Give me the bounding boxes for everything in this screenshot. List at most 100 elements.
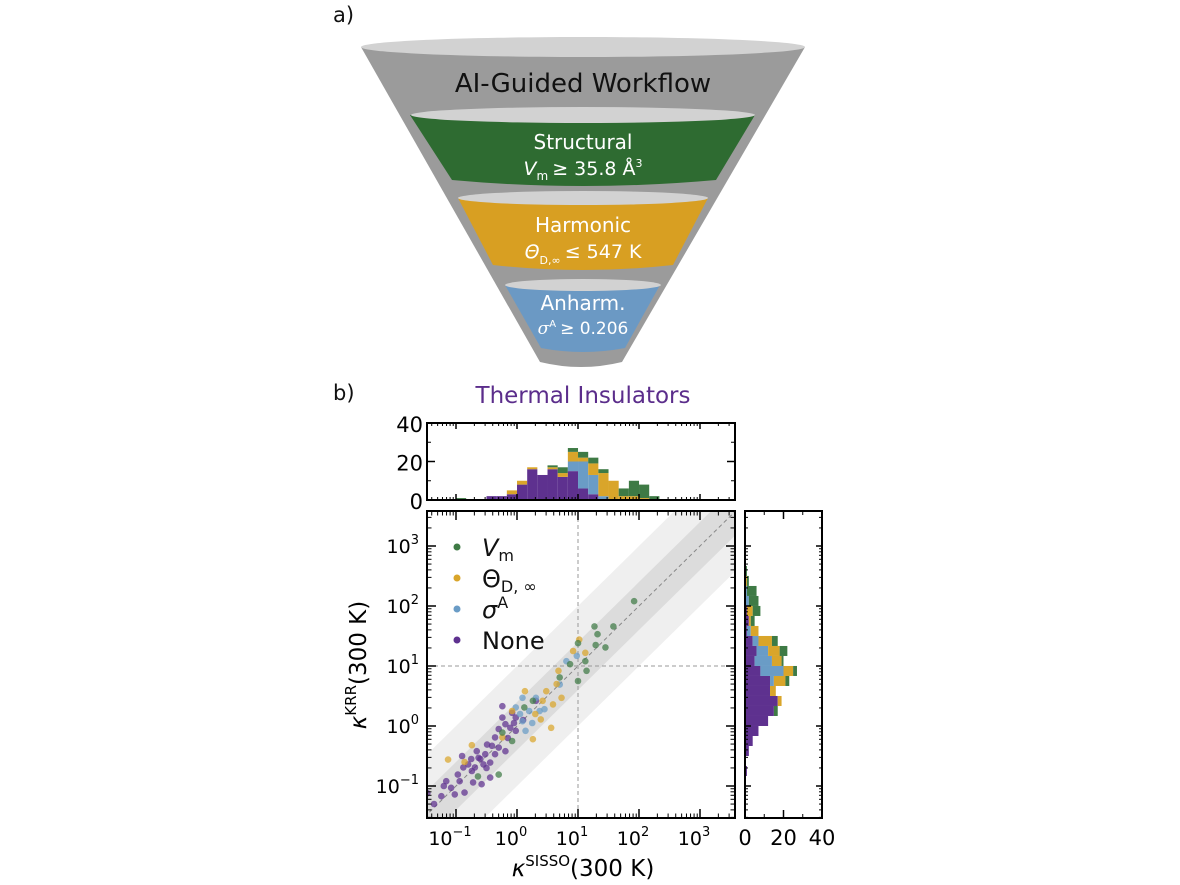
top-hist-y-tick-label: 40 <box>396 413 423 437</box>
point-sigma <box>541 705 548 713</box>
funnel-top-rim <box>361 37 805 57</box>
top-hist-bar-vm <box>578 451 589 458</box>
legend-label-theta: ΘD, ∞ <box>482 565 537 596</box>
point-vm <box>630 597 638 605</box>
point-none <box>512 727 520 735</box>
point-vm <box>574 639 582 647</box>
point-theta <box>532 710 539 718</box>
right-hist-bar-vm <box>779 645 788 656</box>
right-hist-bar-none <box>745 635 753 646</box>
right-hist-bar-sigma <box>752 635 759 646</box>
point-none <box>451 791 459 798</box>
legend-label-none: None <box>482 627 545 655</box>
point-theta <box>547 724 555 732</box>
stage-harmonic-band <box>458 198 708 270</box>
point-none <box>510 719 518 727</box>
stage-structural-rim <box>411 107 755 123</box>
right-hist-bar-vm <box>785 675 790 686</box>
top-hist-bar-vm <box>588 457 599 464</box>
point-sigma <box>522 727 529 735</box>
right-hist-bar-none <box>745 665 761 676</box>
right-histogram: 0 20 40 <box>738 510 835 850</box>
plot-area <box>416 511 735 818</box>
stage-structural-name: Structural <box>534 130 633 154</box>
right-hist-bar-vm <box>746 575 749 586</box>
point-theta <box>468 741 476 749</box>
point-vm <box>591 623 598 630</box>
right-hist-bar-none <box>745 715 769 726</box>
point-vm <box>566 660 574 668</box>
point-sigma <box>516 710 524 718</box>
point-vm <box>574 677 582 685</box>
point-none <box>458 752 466 760</box>
point-theta <box>508 707 516 715</box>
funnel-title: AI-Guided Workflow <box>455 69 711 99</box>
right-hist-bar-vm <box>773 705 778 716</box>
top-hist-bar-none <box>537 474 548 500</box>
right-hist-bar-none <box>745 685 771 696</box>
point-sigma <box>525 707 533 715</box>
point-vm <box>529 697 537 705</box>
point-sigma <box>519 694 526 702</box>
point-theta <box>569 647 577 655</box>
panel-a-label: a) <box>333 3 354 27</box>
right-hist-bar-none <box>745 645 757 656</box>
point-theta <box>549 701 557 708</box>
inner-band <box>427 511 735 818</box>
top-hist-bar-none <box>517 484 528 500</box>
right-hist-bar-vm <box>781 655 784 666</box>
point-none <box>483 741 491 748</box>
top-hist-bar-none <box>506 494 518 500</box>
right-hist-bar-theta <box>758 635 772 646</box>
right-hist-bar-none <box>745 695 778 706</box>
point-vm <box>521 704 528 711</box>
point-none <box>473 747 481 755</box>
stage-anharmonic-name: Anharm. <box>541 291 626 315</box>
point-none <box>468 767 476 775</box>
point-none <box>502 720 509 728</box>
top-hist-bar-theta <box>547 467 558 470</box>
stage-harmonic-criterion: ΘD,∞ ≤ 547 K <box>525 241 642 267</box>
point-none <box>416 798 423 805</box>
right-hist-bar-vm <box>771 635 778 646</box>
top-hist-bar-theta <box>557 473 568 477</box>
right-hist-bar-vm <box>746 585 757 596</box>
point-vm <box>592 641 599 649</box>
point-theta <box>555 667 562 675</box>
legend-marker-theta <box>453 574 461 582</box>
top-hist-bar-vm <box>567 448 579 452</box>
x-axis-label: κSISSO(300 K) <box>512 852 655 882</box>
top-hist-bar-vm <box>547 465 558 468</box>
top-hist-bar-vm <box>628 480 640 497</box>
right-hist-frame <box>744 510 823 819</box>
legend-marker-none <box>453 636 461 644</box>
plot-frame <box>426 510 736 819</box>
point-none <box>469 779 477 786</box>
right-hist-bar-none <box>745 655 755 666</box>
point-none <box>460 764 467 771</box>
point-vm <box>556 674 563 681</box>
right-hist-x-tick-label: 20 <box>770 826 797 850</box>
point-theta <box>444 756 452 763</box>
legend-marker-vm <box>453 543 461 551</box>
point-none <box>454 771 462 778</box>
right-hist-bar-none <box>745 675 771 686</box>
stage-anharmonic-rim <box>505 279 661 291</box>
right-hist-bar-sigma <box>754 655 772 666</box>
top-hist-bar-theta <box>517 480 528 485</box>
point-none <box>502 747 509 755</box>
right-hist-bar-none <box>745 705 774 716</box>
right-hist-bar-theta <box>773 675 786 686</box>
x-tick-label: 101 <box>556 825 588 850</box>
top-hist-bar-vm <box>618 488 629 497</box>
top-hist-bar-theta <box>588 463 599 475</box>
right-hist-bar-sigma <box>746 625 751 636</box>
point-none <box>483 764 490 772</box>
right-hist-bar-none <box>745 615 749 626</box>
right-hist-bar-theta <box>777 695 782 706</box>
top-hist-bar-theta <box>608 480 619 500</box>
point-none <box>478 780 485 788</box>
x-tick-label: 100 <box>495 825 527 850</box>
top-hist-y-tick-label: 20 <box>396 452 423 476</box>
top-hist-bar-none <box>567 471 579 500</box>
